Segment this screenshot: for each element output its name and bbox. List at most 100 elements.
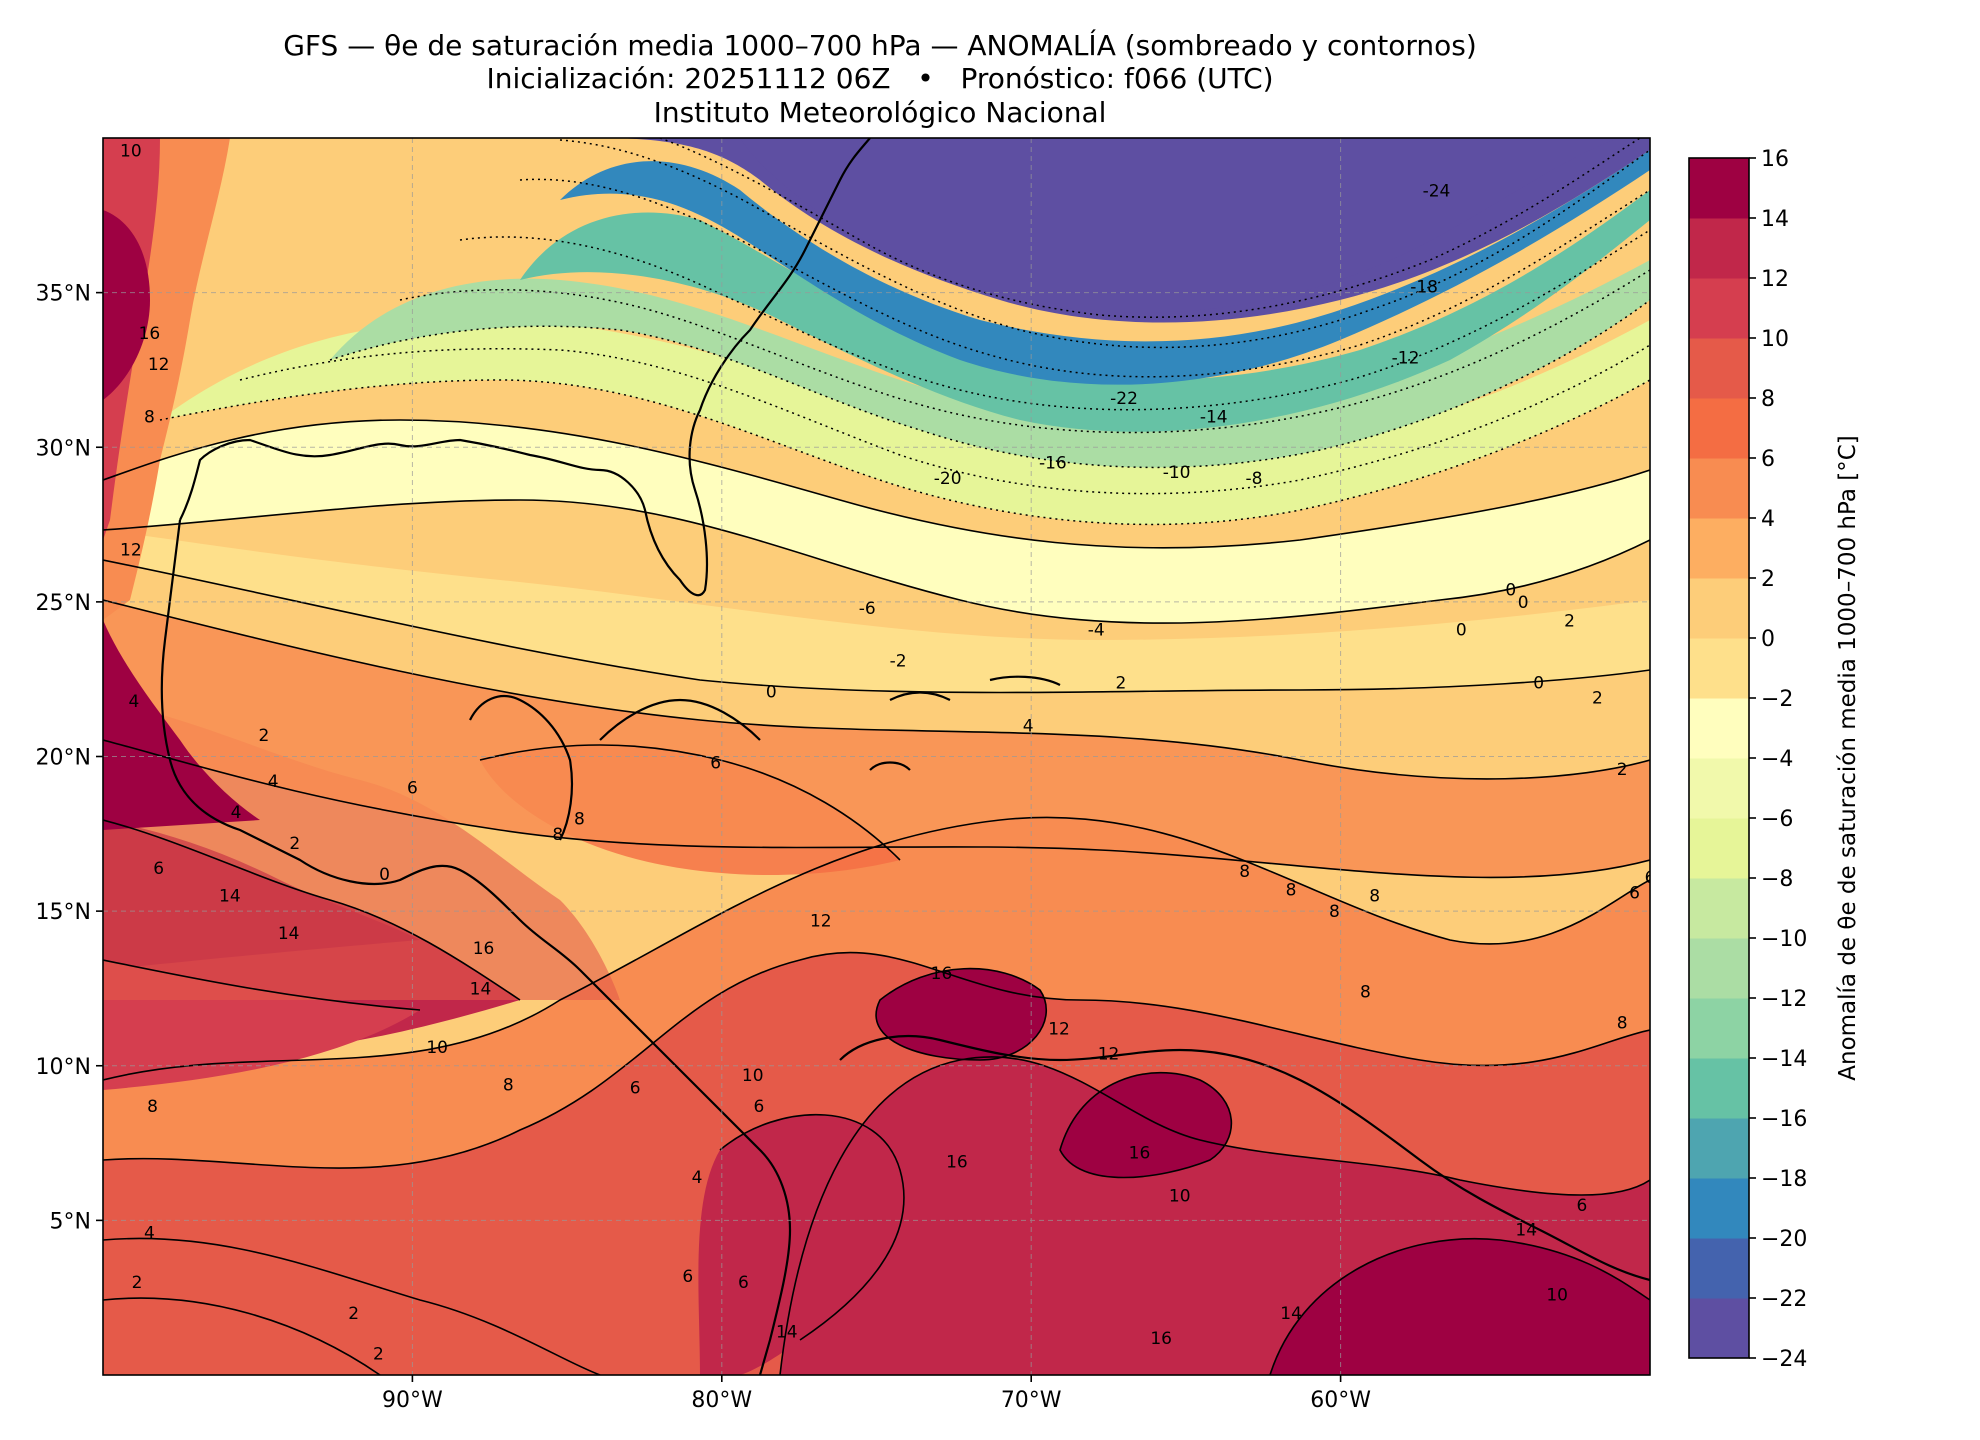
contour-label: -10	[1163, 463, 1191, 483]
contour-label: 12	[1048, 1020, 1070, 1040]
contour-label: -20	[934, 469, 962, 489]
contour-label: 12	[120, 540, 142, 560]
contour-label: 2	[1592, 689, 1603, 709]
contour-label: 0	[1518, 593, 1529, 613]
colorbar-tick-label: 16	[1761, 147, 1789, 172]
colorbar-swatch	[1689, 638, 1749, 699]
contour-label: 12	[1098, 1044, 1120, 1064]
contour-label: 4	[129, 692, 140, 712]
contour-label: 6	[1577, 1196, 1588, 1216]
colorbar-tick-label: 10	[1761, 327, 1789, 352]
contour-label: 8	[1329, 902, 1340, 922]
contour-label: 16	[1129, 1143, 1151, 1163]
contour-label: 16	[931, 964, 953, 984]
colorbar: −24−22−20−18−16−14−12−10−8−6−4−202468101…	[1688, 147, 1861, 1372]
contour-label: 10	[1169, 1187, 1191, 1207]
contour-label: 0	[1456, 621, 1467, 641]
contour-label: 14	[776, 1323, 798, 1343]
colorbar-ticks: −24−22−20−18−16−14−12−10−8−6−4−202468101…	[1749, 147, 1807, 1372]
contour-label: 6	[682, 1267, 693, 1287]
contour-label: -16	[1039, 454, 1067, 474]
contour-label: 14	[470, 979, 492, 999]
contour-label: 10	[1546, 1286, 1568, 1306]
colorbar-swatch	[1689, 1058, 1749, 1119]
lon-tick-label: 80°W	[691, 1388, 752, 1413]
colorbar-tick-label: −10	[1761, 927, 1807, 952]
contour-label: 6	[710, 754, 721, 774]
contour-label: 2	[1617, 760, 1628, 780]
contour-label: 2	[348, 1304, 359, 1324]
contour-label: 4	[268, 772, 279, 792]
colorbar-swatch	[1689, 878, 1749, 939]
colorbar-swatch	[1689, 158, 1749, 219]
lon-tick-label: 60°W	[1310, 1388, 1371, 1413]
colorbar-swatch	[1689, 758, 1749, 819]
contour-label: 12	[148, 355, 170, 375]
contour-label: 8	[1239, 862, 1250, 882]
contour-label: 16	[473, 939, 495, 959]
colorbar-tick-label: −12	[1761, 987, 1807, 1012]
map-gridlines	[103, 138, 1650, 1375]
contour-label: 6	[1645, 868, 1656, 888]
contour-label: 4	[1023, 717, 1034, 737]
colorbar-tick-label: −14	[1761, 1047, 1807, 1072]
colorbar-tick-label: −16	[1761, 1107, 1807, 1132]
colorbar-tick-label: −22	[1761, 1287, 1807, 1312]
colorbar-tick-label: −18	[1761, 1167, 1807, 1192]
contour-label: 8	[1369, 887, 1380, 907]
contour-label: 6	[754, 1097, 765, 1117]
colorbar-swatch	[1689, 398, 1749, 459]
contour-label: 2	[132, 1273, 143, 1293]
contour-label: 0	[379, 865, 390, 885]
colorbar-swatch	[1689, 1238, 1749, 1299]
contour-label: 6	[1629, 884, 1640, 904]
negative-anomaly-contours	[159, 138, 1650, 526]
contour-label: 2	[1116, 673, 1127, 693]
lat-tick-label: 25°N	[36, 591, 91, 616]
contour-label: 4	[144, 1224, 155, 1244]
lat-tick-label: 30°N	[36, 436, 91, 461]
lat-tick-label: 10°N	[36, 1055, 91, 1080]
colorbar-swatch	[1689, 998, 1749, 1059]
contour-label: 8	[552, 825, 563, 845]
colorbar-swatch	[1689, 1118, 1749, 1179]
contour-label: 14	[278, 924, 300, 944]
contour-label: 0	[1505, 581, 1516, 601]
contour-label: 8	[503, 1075, 514, 1095]
contour-label: -22	[1110, 389, 1138, 409]
contour-label: -14	[1200, 407, 1228, 427]
colorbar-swatch	[1689, 938, 1749, 999]
contour-label: 10	[742, 1066, 764, 1086]
longitude-axis: 90°W 80°W 70°W 60°W	[382, 1375, 1371, 1413]
contour-label: 8	[1617, 1013, 1628, 1033]
contour-label: 4	[231, 803, 242, 823]
contour-label: 0	[1533, 673, 1544, 693]
colorbar-swatch	[1689, 1298, 1749, 1359]
colorbar-swatch	[1689, 218, 1749, 279]
colorbar-tick-label: 2	[1761, 567, 1775, 592]
lat-tick-label: 15°N	[36, 900, 91, 925]
colorbar-label: Anomalía de θe de saturación media 1000–…	[1835, 435, 1861, 1080]
contour-label: 8	[144, 407, 155, 427]
contour-label: 12	[810, 911, 832, 931]
contour-label: -12	[1392, 349, 1420, 369]
contour-label: 2	[1564, 611, 1575, 631]
contour-label: 10	[426, 1038, 448, 1058]
figure-title-line-1: GFS — θe de saturación media 1000–700 hP…	[283, 29, 1477, 62]
lat-tick-label: 35°N	[36, 282, 91, 307]
contour-label: 4	[692, 1168, 703, 1188]
colorbar-swatch	[1689, 278, 1749, 339]
contour-label: 6	[738, 1273, 749, 1293]
lat-tick-label: 5°N	[50, 1209, 91, 1234]
contour-label: 6	[630, 1078, 641, 1098]
colorbar-tick-label: 8	[1761, 387, 1775, 412]
contour-label: -4	[1088, 621, 1105, 641]
colorbar-tick-label: −2	[1761, 687, 1793, 712]
contour-label: 14	[1515, 1221, 1537, 1241]
lon-tick-label: 70°W	[1001, 1388, 1062, 1413]
contour-label: 14	[1280, 1304, 1302, 1324]
colorbar-swatch	[1689, 518, 1749, 579]
colorbar-tick-label: −4	[1761, 747, 1793, 772]
